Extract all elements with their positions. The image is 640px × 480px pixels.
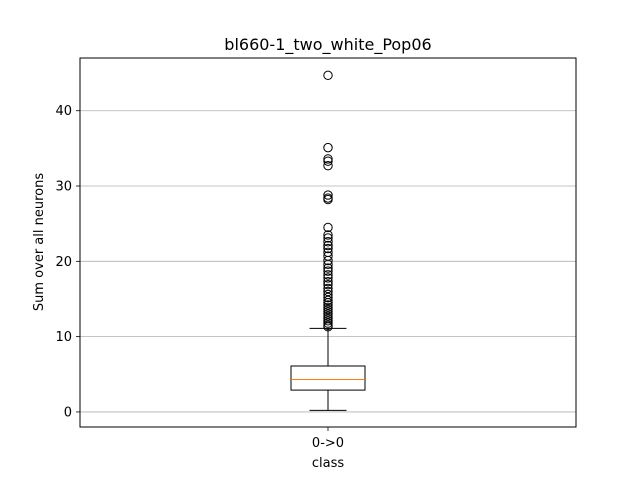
outlier-point	[323, 255, 333, 266]
y-tick-label: 0	[64, 405, 72, 420]
y-tick-label: 10	[55, 330, 72, 345]
outlier-point	[323, 160, 333, 171]
y-tick-label: 30	[55, 180, 72, 195]
y-tick-label: 20	[55, 255, 72, 270]
outlier-point	[323, 154, 333, 164]
outlier-point	[323, 304, 333, 315]
outlier-point	[323, 237, 333, 247]
outlier-point	[323, 266, 333, 276]
outlier-point	[323, 230, 333, 240]
outlier-point	[323, 316, 333, 326]
outlier-point	[323, 194, 333, 205]
outlier-point	[323, 222, 333, 233]
outlier-point	[323, 233, 333, 243]
outlier-point	[323, 263, 333, 273]
outlier-point	[323, 309, 333, 319]
outlier-point	[323, 302, 333, 312]
outlier-point	[323, 273, 333, 283]
box-plot-marks	[290, 70, 366, 411]
outlier-point	[323, 259, 333, 270]
outlier-point	[323, 240, 333, 251]
outlier-point	[323, 300, 333, 310]
x-axis-ticks: 0->0	[312, 427, 344, 451]
outlier-point	[323, 292, 333, 303]
outlier-point	[323, 307, 333, 317]
outlier-point	[323, 70, 333, 81]
y-tick-label: 40	[55, 104, 72, 119]
outlier-point	[323, 243, 333, 254]
x-tick-label: 0->0	[312, 436, 344, 451]
outlier-point	[323, 270, 333, 280]
outlier-point	[323, 322, 333, 332]
outlier-point	[323, 276, 333, 287]
outlier-point	[323, 283, 333, 294]
outlier-point	[323, 279, 333, 290]
grid-lines	[80, 110, 576, 413]
outlier-point	[323, 318, 333, 328]
outlier-point	[323, 286, 333, 297]
outlier-point	[323, 298, 333, 308]
interquartile-box	[290, 365, 366, 391]
outlier-point	[323, 311, 333, 321]
chart-title: bl660-1_two_white_Pop06	[224, 35, 431, 55]
y-axis-ticks: 0 10 20 30 40	[55, 104, 80, 420]
outlier-point	[323, 190, 333, 200]
outlier-point	[323, 295, 333, 306]
outlier-point	[323, 142, 333, 153]
outlier-point	[323, 156, 333, 166]
x-axis-label: class	[312, 456, 344, 471]
y-axis-label: Sum over all neurons	[32, 173, 47, 311]
